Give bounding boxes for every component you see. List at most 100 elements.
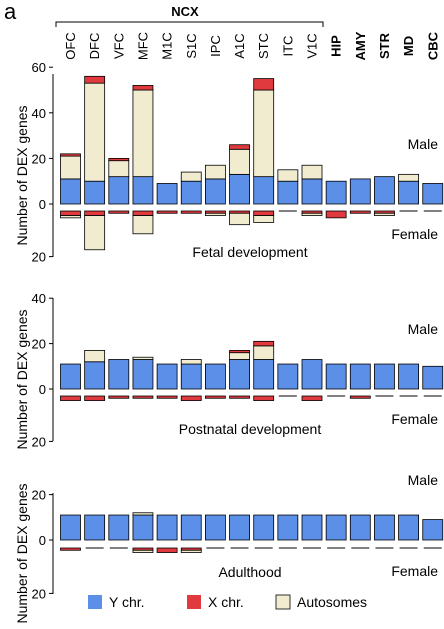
panel-1-bar-male-ipc-y-chr bbox=[204, 178, 226, 205]
panel-2-bar-male-mfc-y-chr bbox=[132, 359, 154, 390]
ncx-group-label: NCX bbox=[171, 4, 199, 19]
panel-3-bar-female-m1c-x-chr bbox=[156, 547, 178, 553]
panel-1-bar-female-mfc-x-chr bbox=[132, 210, 154, 216]
region-label-s1c: S1C bbox=[184, 33, 199, 58]
panel-3-female-label: Female bbox=[391, 563, 438, 579]
panel-3-bar-male-cbc-y-chr bbox=[422, 519, 444, 541]
panel-1-bar-female-a1c-autosomes bbox=[229, 212, 250, 226]
region-label-itc: ITC bbox=[280, 36, 295, 57]
panel-1-title: Fetal development bbox=[192, 244, 307, 260]
legend-label-x-chr: X chr. bbox=[208, 594, 244, 610]
panel-2-bar-male-stc-x-chr bbox=[253, 340, 275, 347]
panel-2-bar-male-hip-y-chr bbox=[325, 363, 347, 390]
panel-3-bar-male-mfc-y-chr bbox=[132, 514, 154, 541]
panel-1-bar-male-dfc-autosomes bbox=[84, 82, 106, 182]
panel-1-female-label: Female bbox=[391, 226, 438, 242]
region-label-stc: STC bbox=[256, 33, 271, 59]
legend-label-autosomes: Autosomes bbox=[297, 594, 367, 610]
panel-1-bar-male-v1c-y-chr bbox=[301, 178, 323, 205]
panel-1-bar-female-hip-x-chr bbox=[325, 210, 347, 219]
panel-2-bar-male-m1c-y-chr bbox=[156, 363, 178, 390]
panel-3-bar-male-m1c-y-chr bbox=[156, 514, 178, 541]
panel-1-bar-female-vfc-x-chr bbox=[108, 210, 130, 214]
panel-2-bar-male-amy-y-chr bbox=[349, 363, 371, 390]
region-label-v1c: V1C bbox=[305, 33, 320, 58]
panel-1-bar-male-itc-y-chr bbox=[277, 180, 299, 205]
panel-1-bar-male-v1c-autosomes bbox=[301, 164, 323, 180]
panel-3-bar-male-hip-y-chr bbox=[325, 514, 347, 541]
panel-1-bar-male-amy-y-chr bbox=[349, 178, 371, 205]
ncx-bracket bbox=[55, 21, 324, 27]
panel-2-male-tick-label: 0 bbox=[39, 382, 46, 397]
panel-2-male-tick-label: 40 bbox=[32, 291, 46, 306]
panel-2-bar-male-str-y-chr bbox=[374, 363, 395, 390]
panel-1-bar-female-ofc-x-chr bbox=[60, 210, 81, 216]
panel-1-bar-male-ipc-autosomes bbox=[204, 164, 226, 180]
panel-1-bar-female-dfc-x-chr bbox=[84, 210, 106, 216]
panel-2-bar-male-mfc-autosomes bbox=[132, 356, 154, 360]
panel-1-male-tick-label: 20 bbox=[32, 151, 46, 166]
panel-1-bar-male-stc-x-chr bbox=[253, 78, 275, 91]
panel-1-bar-female-s1c-x-chr bbox=[180, 210, 202, 214]
region-label-mfc: MFC bbox=[135, 32, 150, 60]
panel-3-bar-male-vfc-y-chr bbox=[108, 514, 130, 541]
panel-2-male-label: Male bbox=[408, 321, 439, 337]
legend-swatch-y-chr bbox=[88, 595, 102, 609]
panel-2-bar-female-vfc-x-chr bbox=[108, 395, 130, 399]
panel-2-bar-male-ipc-y-chr bbox=[204, 363, 226, 390]
panel-2-bar-female-s1c-x-chr bbox=[180, 395, 202, 401]
panel-1-bar-male-m1c-y-chr bbox=[156, 183, 178, 205]
panel-1-bar-male-hip-y-chr bbox=[325, 180, 347, 205]
panel-2-bar-female-stc-x-chr bbox=[253, 395, 275, 401]
panel-2-title: Postnatal development bbox=[179, 421, 322, 437]
panel-3-bar-female-mfc-autosomes bbox=[132, 549, 154, 553]
region-label-vfc: VFC bbox=[111, 33, 126, 59]
panel-3-bar-male-md-y-chr bbox=[398, 514, 420, 541]
panel-2-bar-male-dfc-y-chr bbox=[84, 361, 106, 390]
panel-2-bar-female-a1c-x-chr bbox=[229, 395, 250, 399]
panel-2-bar-female-ipc-x-chr bbox=[204, 395, 226, 399]
panel-1-bar-male-stc-y-chr bbox=[253, 176, 275, 205]
panel-3-bar-male-itc-y-chr bbox=[277, 514, 299, 541]
panel-1-bar-male-a1c-y-chr bbox=[229, 173, 250, 205]
panel-1-bar-female-stc-x-chr bbox=[253, 210, 275, 216]
panel-2-bar-male-a1c-x-chr bbox=[229, 350, 250, 354]
region-label-ofc: OFC bbox=[63, 32, 78, 59]
panel-2-bar-female-ofc-x-chr bbox=[60, 395, 81, 401]
panel-1-male-tick-label: 60 bbox=[32, 60, 46, 75]
panel-1-bar-male-cbc-y-chr bbox=[422, 183, 444, 205]
panel-3-female-tick-label: 20 bbox=[32, 586, 46, 601]
panel-1-bar-male-str-y-chr bbox=[374, 176, 395, 205]
panel-1-bar-male-md-y-chr bbox=[398, 180, 420, 205]
panel-3-bar-female-ofc-x-chr bbox=[60, 547, 81, 551]
region-label-md: MD bbox=[401, 36, 416, 56]
panel-2-bar-male-cbc-y-chr bbox=[422, 365, 444, 390]
panel-2-bar-male-dfc-autosomes bbox=[84, 350, 106, 363]
panel-1-bar-male-mfc-y-chr bbox=[132, 176, 154, 205]
panel-1-bar-male-a1c-autosomes bbox=[229, 148, 250, 175]
panel-3-bar-male-mfc-autosomes bbox=[132, 512, 154, 516]
panel-3-male-tick-label: 0 bbox=[39, 533, 46, 548]
panel-1-bar-male-a1c-x-chr bbox=[229, 144, 250, 150]
panel-3-bar-male-ipc-y-chr bbox=[204, 514, 226, 541]
panel-2-bar-female-amy-x-chr bbox=[349, 395, 371, 399]
chart-layer: OFC DFC VFC MFC M1C S1C IPC A1C STC ITC V1C HIP AMY S… bbox=[14, 21, 444, 624]
panel-3-bar-male-stc-y-chr bbox=[253, 514, 275, 541]
panel-2-bar-male-s1c-autosomes bbox=[180, 359, 202, 365]
panel-2-y-axis-title: Number of DEX genes bbox=[14, 309, 30, 449]
panel-1-bar-female-m1c-x-chr bbox=[156, 210, 178, 214]
panel-2-bar-male-a1c-y-chr bbox=[229, 359, 250, 390]
panel-3-bar-male-str-y-chr bbox=[374, 514, 395, 541]
panel-2-bar-male-stc-y-chr bbox=[253, 359, 275, 390]
legend-swatch-autosomes bbox=[275, 594, 291, 610]
panel-3-bar-male-ofc-y-chr bbox=[60, 514, 81, 541]
panel-1-bar-female-ipc-autosomes bbox=[204, 212, 226, 216]
panel-1-bar-male-ofc-autosomes bbox=[60, 155, 81, 180]
panel-2-male-tick-label: 20 bbox=[32, 337, 46, 352]
panel-3-title: Adulthood bbox=[218, 564, 281, 580]
panel-2-bar-male-s1c-y-chr bbox=[180, 363, 202, 390]
panel-1-bar-male-mfc-autosomes bbox=[132, 89, 154, 178]
panel-1-bar-female-dfc-autosomes bbox=[84, 215, 106, 251]
region-label-amy: AMY bbox=[353, 31, 368, 60]
region-label-ipc: IPC bbox=[208, 35, 223, 57]
